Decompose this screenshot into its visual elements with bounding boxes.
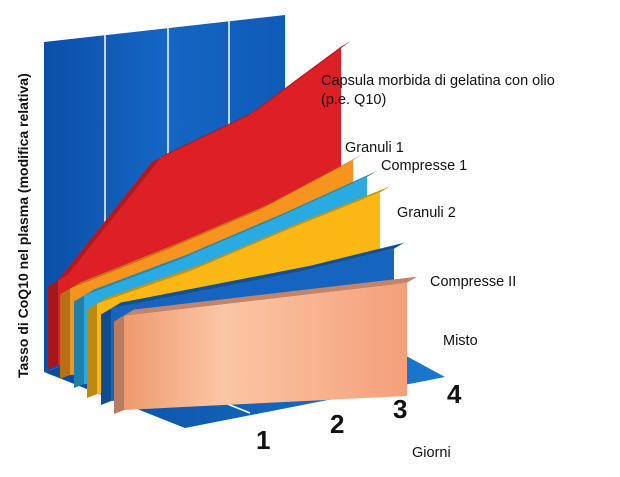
series-ribbon-top xyxy=(84,170,377,296)
series-label-compresse-ii: Compresse II xyxy=(430,274,516,290)
y-axis-label: Tasso di CoQ10 nel plasma (modifica rela… xyxy=(15,73,31,378)
x-tick-label: 3 xyxy=(393,394,407,424)
x-axis-label: Giorni xyxy=(412,445,451,461)
x-tick-label: 1 xyxy=(256,425,270,455)
series-ribbon-top xyxy=(111,242,404,309)
series-label-granuli-2: Granuli 2 xyxy=(397,205,456,221)
x-ticks: 1 2 3 4 xyxy=(256,379,462,455)
series-label-capsula-line2: (p.e. Q10) xyxy=(321,92,386,108)
series-ribbon-top xyxy=(70,154,363,289)
series-label-compresse-1: Compresse 1 xyxy=(381,158,467,174)
series-ribbon xyxy=(124,282,407,410)
series-ribbon-side xyxy=(114,315,124,414)
series-ribbon-top xyxy=(97,186,390,304)
series-ribbon-side xyxy=(101,308,111,405)
series-ribbon-side xyxy=(60,288,70,379)
legend-labels: Capsula morbida di gelatina con olio (p.… xyxy=(321,73,555,349)
series-label-misto: Misto xyxy=(443,333,478,349)
series-label-capsula: Capsula morbida di gelatina con olio xyxy=(321,73,555,89)
series-ribbon-side xyxy=(48,280,58,369)
series-ribbon-top xyxy=(124,276,417,316)
x-tick-label: 4 xyxy=(447,379,462,409)
x-tick-label: 2 xyxy=(330,409,344,439)
series-ribbons xyxy=(48,40,417,414)
series-ribbon-side xyxy=(74,295,84,388)
series-label-granuli-1: Granuli 1 xyxy=(345,140,404,156)
series-ribbon-side xyxy=(87,303,97,398)
